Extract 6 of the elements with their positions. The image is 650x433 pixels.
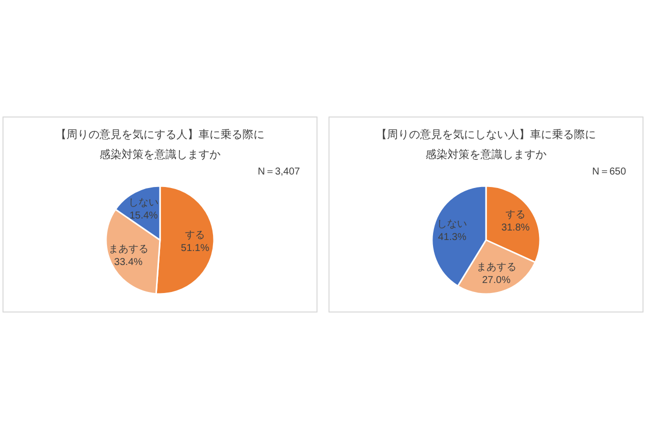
subtitle: 感染対策を意識しますか: [426, 148, 546, 161]
subtitle: 感染対策を意識しますか: [100, 148, 220, 161]
title: 【周りの意見を気にしない人】車に乗る際に: [376, 128, 596, 141]
title: 【周りの意見を気にする人】車に乗る際に: [56, 128, 264, 141]
annotation: N＝3,407: [258, 166, 300, 178]
annotation: N＝650: [592, 166, 626, 178]
